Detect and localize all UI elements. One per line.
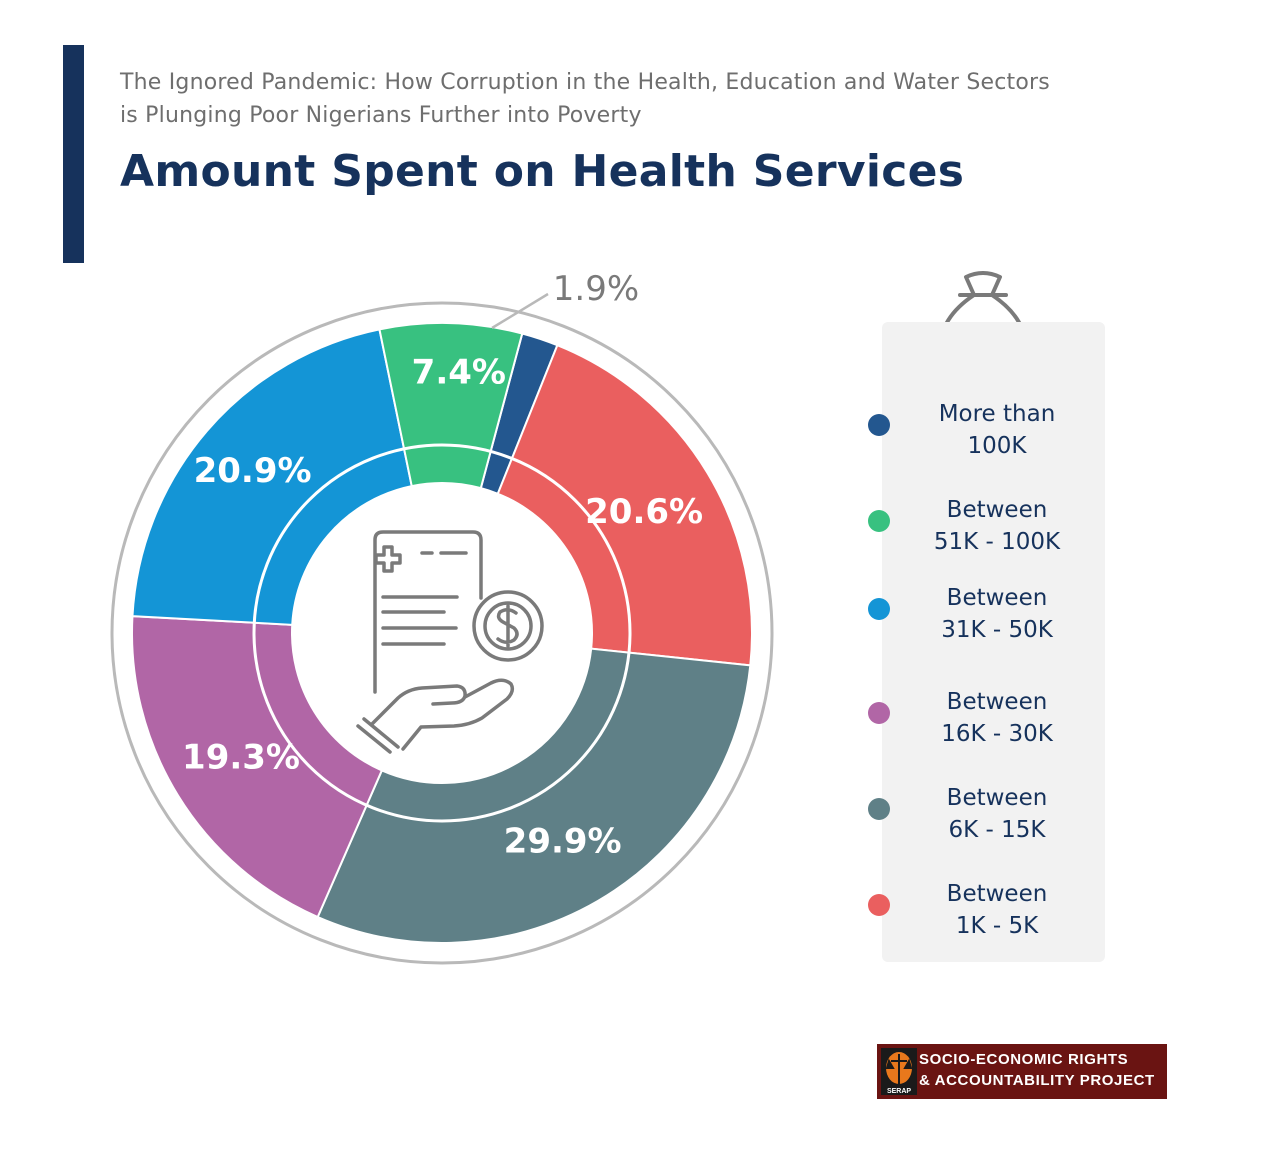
slice-value-label: 29.9% bbox=[504, 821, 622, 861]
legend-item: Between 51K - 100K bbox=[862, 494, 1132, 564]
legend-item: Between 1K - 5K bbox=[862, 878, 1132, 948]
legend-label: Between 51K - 100K bbox=[933, 497, 1061, 555]
logo-text: SOCIO-ECONOMIC RIGHTS & ACCOUNTABILITY P… bbox=[919, 1049, 1155, 1091]
legend-swatch bbox=[868, 598, 890, 620]
legend-item: Between 16K - 30K bbox=[862, 686, 1132, 756]
header-accent-bar bbox=[63, 45, 84, 263]
legend-swatch bbox=[868, 798, 890, 820]
legend-label: Between 16K - 30K bbox=[941, 689, 1053, 747]
logo-line-1: SOCIO-ECONOMIC RIGHTS bbox=[919, 1051, 1129, 1068]
pie-slice-between-31k-50k bbox=[131, 328, 413, 626]
serap-emblem-icon: SERAP bbox=[881, 1048, 917, 1095]
slice-value-label: 7.4% bbox=[412, 353, 506, 393]
legend-swatch bbox=[868, 510, 890, 532]
slice-value-label: 1.9% bbox=[553, 269, 639, 309]
legend-panel bbox=[882, 322, 1105, 962]
subtitle-line-2: is Plunging Poor Nigerians Further into … bbox=[120, 103, 642, 128]
legend-label: Between 1K - 5K bbox=[946, 881, 1048, 939]
legend-label: More than 100K bbox=[938, 401, 1056, 459]
chart-center-disc bbox=[292, 483, 592, 783]
legend-swatch bbox=[868, 894, 890, 916]
legend-swatch bbox=[868, 702, 890, 724]
slice-value-label: 20.6% bbox=[585, 492, 703, 532]
chart-data-labels: 1.9% 20.6% 29.9% 19.3% 20.9% 7.4% bbox=[182, 269, 703, 861]
serap-logo: SERAP SOCIO-ECONOMIC RIGHTS & ACCOUNTABI… bbox=[877, 1044, 1167, 1099]
legend-label: Between 6K - 15K bbox=[946, 785, 1048, 843]
legend-label: Between 31K - 50K bbox=[941, 585, 1053, 643]
logo-line-2: & ACCOUNTABILITY PROJECT bbox=[919, 1072, 1155, 1089]
page-subtitle: The Ignored Pandemic: How Corruption in … bbox=[120, 66, 1140, 132]
logo-emblem-text: SERAP bbox=[887, 1088, 911, 1095]
slice-value-label: 20.9% bbox=[194, 451, 312, 491]
legend-item: Between 31K - 50K bbox=[862, 582, 1132, 652]
legend-swatch bbox=[868, 414, 890, 436]
page-title: Amount Spent on Health Services bbox=[120, 146, 965, 197]
legend-item: More than 100K bbox=[862, 398, 1132, 468]
slice-value-label: 19.3% bbox=[182, 738, 300, 778]
subtitle-line-1: The Ignored Pandemic: How Corruption in … bbox=[120, 70, 1050, 95]
legend-item: Between 6K - 15K bbox=[862, 782, 1132, 852]
chart-outer-ring bbox=[110, 301, 774, 965]
medical-bill-payment-icon bbox=[356, 530, 544, 754]
chart-inner-ring bbox=[252, 443, 632, 823]
label-leader-line bbox=[491, 292, 549, 330]
